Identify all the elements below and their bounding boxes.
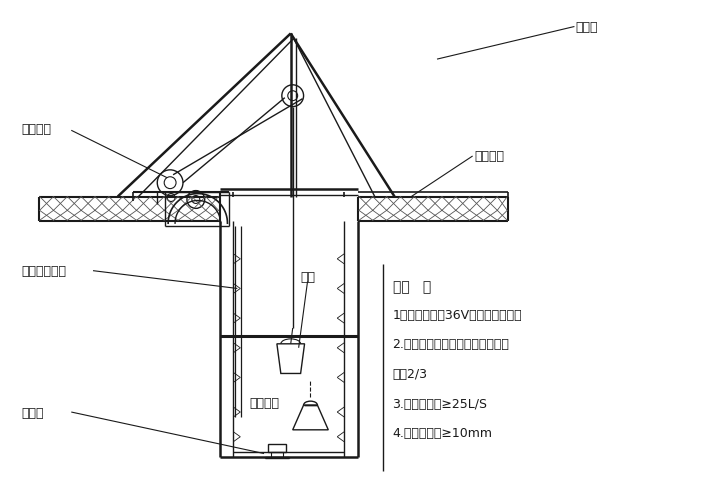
Bar: [271, 452, 283, 457]
Text: 1：孔内照明为36V低电压电灯灯泡: 1：孔内照明为36V低电压电灯灯泡: [392, 308, 522, 321]
Text: 容量2/3: 容量2/3: [392, 367, 428, 380]
Text: 潜水泵: 潜水泵: [22, 406, 45, 419]
Text: 4.钢丝绳直径≥10mm: 4.钢丝绳直径≥10mm: [392, 426, 493, 439]
Text: 吊桶: 吊桶: [300, 271, 315, 284]
Text: 风机及送风管: 风机及送风管: [22, 265, 67, 278]
Text: 电动葫芦: 电动葫芦: [22, 122, 52, 136]
Text: 3.孔内送风量≥25L/S: 3.孔内送风量≥25L/S: [392, 397, 488, 410]
Text: 砖砌井圈: 砖砌井圈: [474, 149, 505, 162]
Bar: [268, 444, 286, 452]
Text: 说明   ：: 说明 ：: [392, 280, 431, 294]
Text: 照明灯具: 照明灯具: [249, 396, 279, 409]
Bar: [40, 197, 220, 222]
Text: 2.吊桶为皮桶，一次装土量不超过: 2.吊桶为皮桶，一次装土量不超过: [392, 338, 510, 350]
Text: 钢架管: 钢架管: [575, 21, 598, 34]
